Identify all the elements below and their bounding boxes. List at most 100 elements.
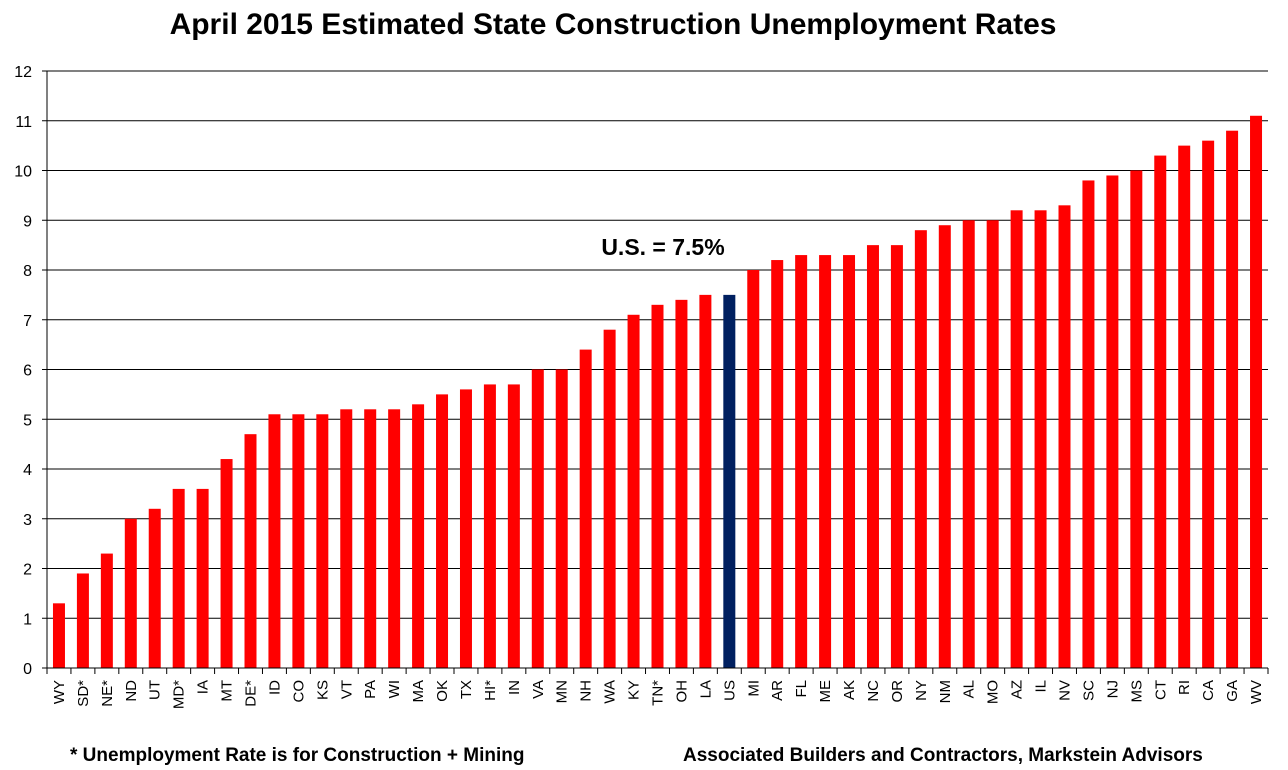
bar-nj: [1106, 175, 1119, 668]
x-tick-label: OK: [434, 680, 451, 702]
x-tick-label: PA: [362, 680, 379, 699]
x-tick-label: MO: [985, 680, 1002, 704]
x-tick-label: MT: [219, 680, 236, 702]
x-tick-label: WI: [386, 680, 403, 698]
bar-wi: [388, 409, 401, 668]
footnote-source: Associated Builders and Contractors, Mar…: [683, 745, 1203, 766]
bar-tn: [651, 304, 664, 668]
bar-sd: [76, 573, 89, 668]
axes: [42, 70, 1269, 674]
bar-ny: [914, 230, 927, 668]
y-tick-label: 3: [23, 512, 32, 529]
bar-ut: [148, 508, 161, 668]
bar-sc: [1082, 180, 1095, 668]
bar-az: [1010, 210, 1023, 669]
x-tick-label: WY: [51, 680, 68, 704]
x-tick-label: OR: [889, 680, 906, 703]
x-tick-label: LA: [697, 680, 714, 698]
x-tick-label: CT: [1152, 680, 1169, 700]
x-tick-label: ND: [123, 680, 140, 702]
bar-ga: [1226, 130, 1239, 668]
y-tick-label: 2: [23, 562, 32, 579]
x-tick-label: MS: [1128, 680, 1145, 703]
x-tick-label: TX: [458, 680, 475, 699]
x-tick-label: SC: [1080, 680, 1097, 701]
x-tick-label: KY: [626, 680, 643, 700]
bar-ms: [1130, 170, 1143, 668]
x-tick-label: DE*: [243, 680, 260, 707]
x-tick-label: AZ: [1009, 680, 1026, 699]
bar-al: [962, 220, 975, 668]
bar-mo: [986, 220, 999, 668]
bar-in: [507, 384, 520, 668]
y-tick-label: 11: [15, 114, 32, 131]
x-tick-label: SD*: [75, 680, 92, 707]
x-tick-label: NE*: [99, 680, 116, 707]
y-tick-label: 4: [23, 462, 32, 479]
x-tick-label: NJ: [1104, 680, 1121, 698]
x-axis-tick-labels: WY SD* NE* ND UT MD* IA MT DE* ID CO KS VT PA WI MA OK TX…: [51, 680, 1265, 709]
x-tick-label: KS: [314, 680, 331, 700]
y-tick-label: 0: [23, 661, 32, 678]
bar-la: [699, 294, 712, 668]
bar-ky: [627, 314, 640, 668]
x-tick-label: ME: [817, 680, 834, 703]
bar-ia: [196, 488, 209, 668]
bar-ma: [412, 404, 425, 668]
x-tick-label: IL: [1033, 680, 1050, 693]
bar-mt: [220, 459, 233, 668]
bar-ri: [1178, 145, 1191, 668]
x-tick-label: US: [721, 680, 738, 701]
y-tick-label: 12: [14, 64, 32, 81]
bar-ct: [1154, 155, 1167, 668]
bar-de: [244, 434, 257, 668]
x-tick-label: IN: [506, 680, 523, 695]
bar-nm: [938, 225, 951, 668]
x-tick-label: NH: [578, 680, 595, 702]
x-tick-label: WA: [602, 680, 619, 704]
x-tick-label: CA: [1200, 680, 1217, 701]
bar-or: [890, 245, 903, 668]
x-tick-label: CO: [290, 680, 307, 703]
bar-fl: [795, 255, 808, 668]
bar-pa: [364, 409, 377, 668]
bar-wy: [52, 603, 65, 668]
x-tick-label: WV: [1248, 680, 1265, 704]
bar-me: [819, 255, 832, 668]
bar-co: [292, 414, 305, 668]
bar-nv: [1058, 205, 1071, 668]
x-tick-label: GA: [1224, 680, 1241, 702]
bar-nh: [579, 349, 592, 668]
x-tick-label: FL: [793, 680, 810, 698]
x-tick-label: NM: [937, 680, 954, 703]
bar-wv: [1250, 115, 1263, 668]
bar-wa: [603, 329, 616, 668]
bar-ak: [843, 255, 856, 668]
bar-ok: [436, 394, 449, 668]
x-tick-label: MA: [410, 680, 427, 703]
bar-oh: [675, 299, 688, 668]
y-tick-label: 9: [23, 213, 32, 230]
bar-hi: [483, 384, 496, 668]
x-tick-label: AL: [961, 680, 978, 698]
x-tick-label: AR: [769, 680, 786, 701]
y-tick-label: 8: [23, 263, 32, 280]
bar-ar: [771, 260, 784, 668]
x-tick-label: AK: [841, 680, 858, 700]
bar-tx: [459, 389, 472, 668]
y-tick-label: 1: [23, 611, 32, 628]
x-tick-label: HI*: [482, 680, 499, 701]
chart-title: April 2015 Estimated State Construction …: [169, 8, 1057, 41]
x-tick-label: RI: [1176, 680, 1193, 695]
bar-mn: [555, 369, 568, 668]
x-tick-label: VT: [338, 680, 355, 699]
x-tick-label: TN*: [650, 680, 667, 706]
bar-nd: [124, 518, 137, 668]
x-tick-label: IA: [195, 680, 212, 694]
bar-ne: [100, 553, 113, 668]
bar-nc: [866, 245, 879, 668]
y-tick-label: 5: [23, 412, 32, 429]
x-tick-label: MN: [554, 680, 571, 703]
